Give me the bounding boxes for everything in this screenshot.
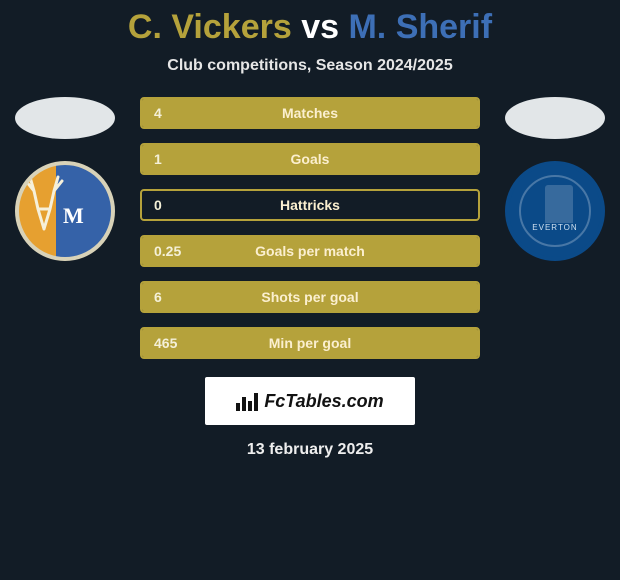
subtitle: Club competitions, Season 2024/2025 <box>167 57 452 75</box>
badge-letter: M <box>63 203 84 229</box>
stat-label: Goals <box>142 151 478 167</box>
date-label: 13 february 2025 <box>247 441 373 459</box>
chart-icon <box>236 391 258 411</box>
stat-bar: 465Min per goal <box>140 327 480 359</box>
vs-separator: vs <box>301 8 339 46</box>
tower-icon <box>545 185 573 223</box>
stat-bar: 6Shots per goal <box>140 281 480 313</box>
stat-label: Min per goal <box>142 335 478 351</box>
player2-name: M. Sherif <box>348 8 492 46</box>
stat-label: Hattricks <box>142 197 478 213</box>
brand-text: FcTables.com <box>264 391 383 412</box>
page-title: C. Vickers vs M. Sherif <box>128 8 492 47</box>
badge-text: EVERTON <box>509 223 601 232</box>
player1-name: C. Vickers <box>128 8 292 46</box>
stag-icon <box>24 171 64 231</box>
stat-label: Matches <box>142 105 478 121</box>
stat-label: Shots per goal <box>142 289 478 305</box>
main-panel: M 4Matches 1Goals 0Hattricks 0.25Goals per … <box>0 97 620 359</box>
team2-badge: EVERTON <box>505 161 605 261</box>
stat-bar: 0Hattricks <box>140 189 480 221</box>
left-column: M <box>10 97 120 261</box>
stat-label: Goals per match <box>142 243 478 259</box>
player2-silhouette <box>505 97 605 139</box>
stat-bar: 1Goals <box>140 143 480 175</box>
right-column: EVERTON <box>500 97 610 261</box>
brand-logo[interactable]: FcTables.com <box>205 377 415 425</box>
team1-badge: M <box>15 161 115 261</box>
player1-silhouette <box>15 97 115 139</box>
stat-bar: 0.25Goals per match <box>140 235 480 267</box>
stat-bars: 4Matches 1Goals 0Hattricks 0.25Goals per ma… <box>140 97 480 359</box>
stat-bar: 4Matches <box>140 97 480 129</box>
